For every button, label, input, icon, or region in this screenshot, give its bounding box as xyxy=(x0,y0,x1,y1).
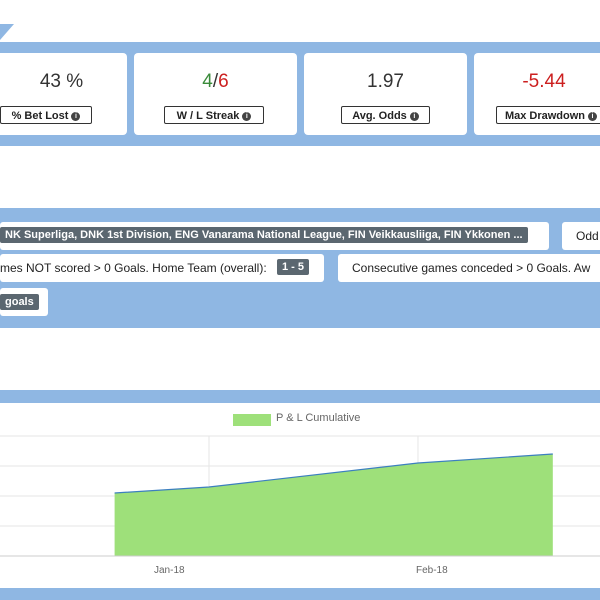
goals-filter[interactable]: goals xyxy=(0,288,48,316)
stat-value: 4/6 xyxy=(134,71,297,93)
win-streak: 4 xyxy=(202,71,213,92)
info-icon: i xyxy=(588,112,598,121)
goals-tag: goals xyxy=(0,294,39,310)
x-tick-label: Feb-18 xyxy=(416,565,448,576)
info-icon: i xyxy=(71,112,81,121)
label-text: W / L Streak xyxy=(176,110,240,122)
wl-streak-label[interactable]: W / L Streak i xyxy=(164,106,264,124)
info-icon: i xyxy=(242,112,252,121)
avg-odds-label[interactable]: Avg. Odds i xyxy=(341,106,430,124)
odds-filter[interactable]: Odd xyxy=(562,222,600,250)
tab-corner xyxy=(0,24,14,40)
label-text: % Bet Lost xyxy=(11,110,69,122)
league-filter[interactable]: NK Superliga, DNK 1st Division, ENG Vana… xyxy=(0,222,549,250)
stat-value: -5.44 xyxy=(522,71,566,92)
odds-label: Odd xyxy=(576,229,599,243)
legend-swatch[interactable] xyxy=(233,414,271,426)
league-tag: NK Superliga, DNK 1st Division, ENG Vana… xyxy=(0,227,528,243)
chart-panel xyxy=(0,403,600,588)
home-not-scored-filter[interactable]: mes NOT scored > 0 Goals. Home Team (ove… xyxy=(0,254,324,282)
range-tag: 1 - 5 xyxy=(277,259,310,275)
max-drawdown-label[interactable]: Max Drawdown i xyxy=(496,106,600,124)
label-text: Avg. Odds xyxy=(352,110,407,122)
x-tick-label: Jan-18 xyxy=(154,565,185,576)
info-icon: i xyxy=(409,112,419,121)
filter-text: Consecutive games conceded > 0 Goals. Aw xyxy=(352,261,591,275)
streak-separator: / xyxy=(212,71,219,92)
legend-label[interactable]: P & L Cumulative xyxy=(276,412,361,424)
stat-value: 43 % xyxy=(39,71,84,92)
bet-lost-label[interactable]: % Bet Lost i xyxy=(0,106,92,124)
label-text: Max Drawdown xyxy=(504,110,586,122)
away-conceded-filter[interactable]: Consecutive games conceded > 0 Goals. Aw xyxy=(338,254,600,282)
loss-streak: 6 xyxy=(218,71,229,92)
filter-text: mes NOT scored > 0 Goals. Home Team (ove… xyxy=(0,261,267,275)
stat-value: 1.97 xyxy=(367,71,404,92)
